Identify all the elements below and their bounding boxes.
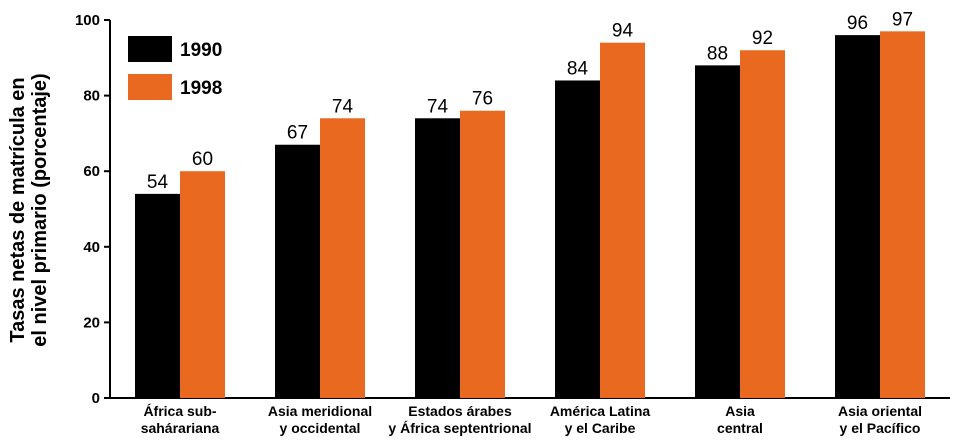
category-label-line: central xyxy=(717,420,763,436)
legend: 1990 1998 xyxy=(128,36,222,100)
category-label-line: Asia oriental xyxy=(838,403,922,419)
data-label-1998-3: 94 xyxy=(612,21,634,42)
y-tick-label: 60 xyxy=(83,163,100,180)
category-label-line: y occidental xyxy=(280,420,361,436)
bar-1990-0 xyxy=(135,193,180,398)
category-label-line: América Latina xyxy=(550,403,651,419)
data-label-1990-0: 54 xyxy=(147,172,169,193)
data-label-1990-5: 96 xyxy=(847,13,868,34)
y-tick-label: 20 xyxy=(83,314,100,331)
data-label-1990-3: 84 xyxy=(567,58,589,79)
data-label-1990-4: 88 xyxy=(707,43,728,64)
bar-1998-1 xyxy=(320,118,365,398)
y-tick-label: 80 xyxy=(83,88,100,105)
category-label-line: Asia xyxy=(725,403,755,419)
category-label-line: y el Pacífico xyxy=(840,420,921,436)
bar-1990-4 xyxy=(695,65,740,399)
bar-1998-3 xyxy=(600,42,645,399)
category-label-line: África sub- xyxy=(143,403,216,419)
category-label-line: y África septentrional xyxy=(388,420,531,436)
y-ticks: 0 20 40 60 80 100 xyxy=(75,12,110,407)
data-label-1998-4: 92 xyxy=(752,28,773,49)
data-label-1990-2: 74 xyxy=(427,96,449,117)
category-label-line: sahárariana xyxy=(141,420,220,436)
bar-1998-5 xyxy=(880,31,925,399)
legend-swatch-1998 xyxy=(128,74,172,100)
data-label-1998-2: 76 xyxy=(472,89,493,110)
bars xyxy=(135,31,925,399)
bar-1998-2 xyxy=(460,110,505,398)
y-tick-label: 100 xyxy=(75,12,100,29)
bar-1990-3 xyxy=(555,80,600,398)
legend-swatch-1990 xyxy=(128,36,172,62)
bar-1990-1 xyxy=(275,144,320,398)
data-labels: 54 60 67 74 74 76 84 94 88 92 96 97 xyxy=(147,9,913,193)
bar-1998-0 xyxy=(180,171,225,398)
legend-label-1998: 1998 xyxy=(180,78,222,99)
legend-label-1990: 1990 xyxy=(180,40,222,61)
bar-1998-4 xyxy=(740,50,785,399)
bar-1990-2 xyxy=(415,118,460,398)
y-tick-label: 40 xyxy=(83,239,100,256)
bar-1990-5 xyxy=(835,35,880,399)
category-label-line: Asia meridional xyxy=(268,403,372,419)
data-label-1998-0: 60 xyxy=(192,149,213,170)
y-tick-label: 0 xyxy=(92,390,100,407)
y-axis-label-line-1: Tasas netas de matrícula en xyxy=(7,77,29,342)
data-label-1998-1: 74 xyxy=(332,96,354,117)
category-label-line: y el Caribe xyxy=(565,420,636,436)
category-label-line: Estados árabes xyxy=(408,403,512,419)
y-axis-label-line-2: el nivel primario (porcentaje) xyxy=(29,73,51,346)
data-label-1990-1: 67 xyxy=(287,123,308,144)
data-label-1998-5: 97 xyxy=(892,9,913,30)
